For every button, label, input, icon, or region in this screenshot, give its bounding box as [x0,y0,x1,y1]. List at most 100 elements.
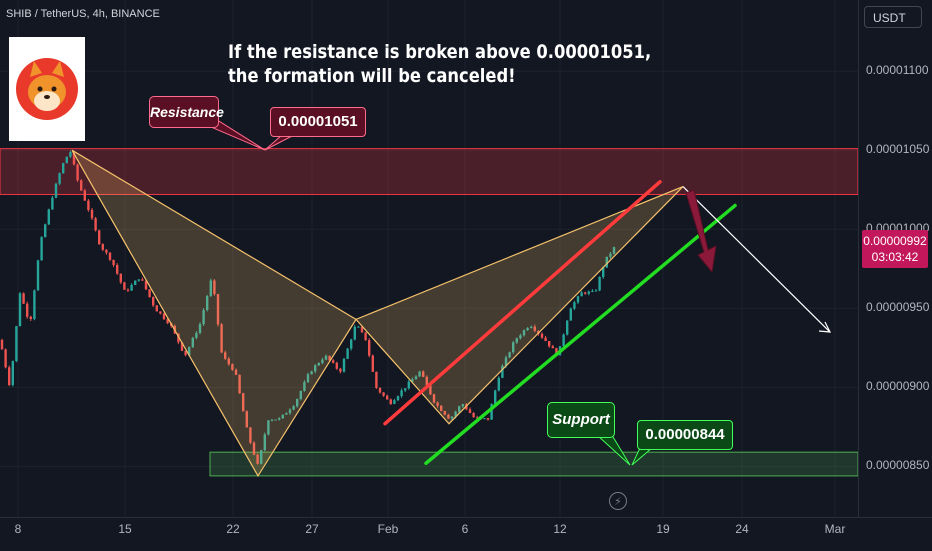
candle-body-2 [8,367,11,385]
candle-body-166 [598,276,601,291]
pattern-leg-xb [71,149,357,320]
candle-body-137 [494,390,497,405]
candle-body-62 [224,352,227,359]
candle-body-45 [162,313,166,320]
candle-body-168 [605,256,608,268]
candle-body-39 [141,279,144,281]
candle-body-42 [152,296,155,306]
candle-body-138 [497,377,500,391]
candle-body-53 [191,337,194,348]
candle-body-165 [594,290,598,292]
candle-body-139 [501,365,504,378]
candle-body-169 [609,253,612,257]
candle-body-0 [0,339,4,350]
candle-body-111 [400,390,403,397]
candle-body-161 [580,292,583,297]
candle-body-75 [270,419,274,421]
candle-body-12 [44,224,47,238]
candle-body-95 [342,358,346,372]
candle-body-72 [260,450,263,464]
candle-body-163 [587,291,590,294]
candle-body-4 [15,326,18,362]
candle-body-26 [94,218,97,231]
lightning-icon[interactable]: ⚡ [609,492,627,510]
candle-body-19 [69,152,72,157]
candle-body-80 [288,409,292,414]
candle-body-154 [555,348,558,356]
candle-body-61 [220,324,223,353]
zones [0,148,859,477]
x-tick-label-6: 12 [553,522,567,536]
headline-line-2: the formation will be canceled! [228,65,516,87]
candle-body-79 [285,413,288,415]
symbol-title[interactable]: SHIB / TetherUS, 4h, BINANCE [6,8,160,20]
x-tick-label-2: 22 [226,522,240,536]
price-axis[interactable] [858,0,932,517]
candle-body-147 [530,326,533,328]
bar-countdown: 03:03:42 [871,250,919,264]
candle-body-142 [512,342,515,353]
candle-body-105 [378,387,382,393]
candle-body-132 [476,417,479,419]
candle-body-157 [566,320,569,335]
resistance-label: Resistance [149,96,224,128]
candle-body-38 [137,279,140,281]
headline: If the resistance is broken above 0.0000… [228,40,651,88]
candle-body-57 [206,295,209,311]
candle-body-7 [26,303,29,317]
candle-body-90 [324,355,328,360]
candle-body-94 [339,368,342,372]
candle-body-123 [443,411,446,415]
candle-body-32 [116,264,119,274]
candle-body-148 [533,326,536,331]
candle-body-170 [612,247,616,254]
candle-body-3 [11,361,14,385]
candle-body-65 [234,369,238,375]
x-tick-label-0: 8 [14,522,22,536]
x-tick-label-1: 15 [118,522,132,536]
candle-body-14 [51,197,54,210]
candle-body-76 [274,419,277,421]
candle-body-143 [515,338,518,343]
projection-arrowhead [818,321,832,333]
candle-body-167 [602,267,605,277]
candle-body-116 [418,371,421,377]
candle-body-108 [389,399,392,404]
candle-body-11 [40,237,43,261]
currency-selector[interactable]: USDT [864,6,922,28]
candle-body-103 [371,355,374,372]
candle-body-122 [440,405,443,412]
candle-body-118 [425,376,428,386]
candle-body-99 [357,326,360,328]
candle-body-28 [101,244,104,250]
candle-body-34 [123,282,126,290]
candle-body-150 [540,333,544,338]
support-zone [209,451,859,477]
candle-body-153 [551,346,554,349]
candle-body-85 [306,374,310,383]
candle-body-27 [98,230,101,245]
candle-body-110 [396,396,400,401]
candle-body-93 [335,362,338,369]
candle-body-44 [159,311,162,314]
candle-body-125 [450,416,454,419]
candle-body-16 [58,173,61,184]
candle-body-46 [166,319,169,324]
candle-body-130 [468,409,472,414]
y-tick-label-5: 0.00000850 [866,458,930,473]
candle-body-127 [458,406,461,412]
candle-body-43 [155,305,158,312]
candle-body-112 [404,388,407,391]
candle-body-156 [562,334,565,347]
candle-body-81 [292,406,295,410]
candle-body-106 [382,392,385,396]
x-tick-label-5: 6 [461,522,469,536]
candle-body-15 [54,183,58,198]
candle-body-162 [584,292,587,294]
candle-body-25 [90,209,94,219]
candle-body-134 [483,418,486,420]
candle-body-56 [202,310,205,325]
candle-body-164 [591,290,594,292]
time-axis[interactable] [0,517,932,551]
